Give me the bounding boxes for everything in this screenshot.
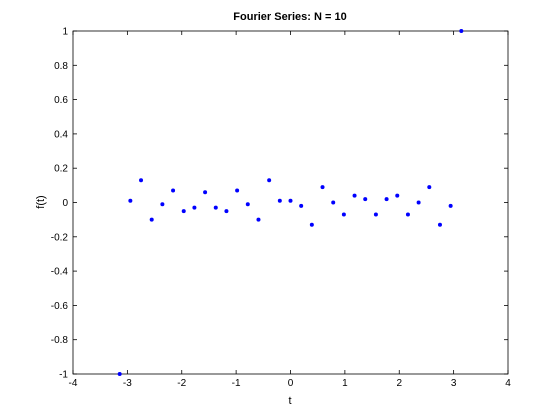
y-tick-label: -0.8: [51, 335, 69, 346]
x-tick-label: 1: [342, 378, 348, 389]
y-tick-label: -0.2: [51, 232, 69, 243]
tick-labels: -4 -3 -2 -1 0 1 2 3 4 -1 -0.8 -0.6 -0.4 -0.2 0 0.2 0.4 0.…: [51, 27, 511, 390]
data-point: [235, 188, 240, 193]
x-tick-label: 3: [451, 378, 457, 389]
data-point: [245, 202, 250, 207]
data-point: [128, 198, 133, 203]
y-tick-label: 0.2: [54, 164, 68, 175]
y-tick-label: -0.6: [51, 301, 69, 312]
data-point: [288, 198, 293, 203]
data-point: [341, 212, 346, 217]
data-point: [373, 212, 378, 217]
data-point: [405, 212, 410, 217]
chart-title: Fourier Series: N = 10: [233, 11, 346, 23]
y-tick-label: 0.8: [54, 61, 68, 72]
x-tick-label: -2: [177, 378, 186, 389]
data-point: [267, 178, 272, 183]
axis-ticks: [72, 30, 509, 375]
data-point: [213, 205, 218, 210]
data-point: [299, 203, 304, 208]
data-point: [459, 29, 464, 33]
data-point: [320, 185, 325, 190]
y-tick-label: -1: [59, 370, 68, 381]
x-tick-label: -1: [232, 378, 241, 389]
data-point: [277, 198, 282, 203]
data-point: [160, 202, 165, 207]
y-axis-label: f(t): [35, 195, 47, 208]
x-tick-label: 2: [396, 378, 402, 389]
y-tick-label: 0: [62, 198, 68, 209]
x-tick-label: 0: [288, 378, 294, 389]
x-tick-label: -4: [69, 378, 78, 389]
data-point: [363, 197, 368, 202]
data-points: [117, 29, 464, 376]
x-tick-label: -3: [123, 378, 132, 389]
data-point: [427, 185, 432, 190]
data-point: [384, 197, 389, 202]
x-axis-label: t: [288, 395, 291, 407]
data-point: [203, 190, 208, 195]
y-tick-label: 1: [62, 27, 68, 38]
data-point: [139, 178, 144, 183]
data-point: [181, 209, 186, 214]
data-point: [117, 372, 122, 376]
data-point: [448, 203, 453, 208]
y-tick-label: 0.4: [54, 129, 68, 140]
data-point: [416, 200, 421, 205]
data-point: [224, 209, 229, 214]
x-tick-label: 4: [505, 378, 511, 389]
data-point: [192, 205, 197, 210]
y-tick-label: 0.6: [54, 95, 68, 106]
y-tick-label: -0.4: [51, 267, 69, 278]
data-point: [395, 193, 400, 198]
data-point: [437, 222, 442, 227]
data-point: [352, 193, 357, 198]
data-point: [256, 217, 261, 222]
data-point: [149, 217, 154, 222]
data-point: [309, 222, 314, 227]
data-point: [331, 200, 336, 205]
data-point: [171, 188, 176, 193]
